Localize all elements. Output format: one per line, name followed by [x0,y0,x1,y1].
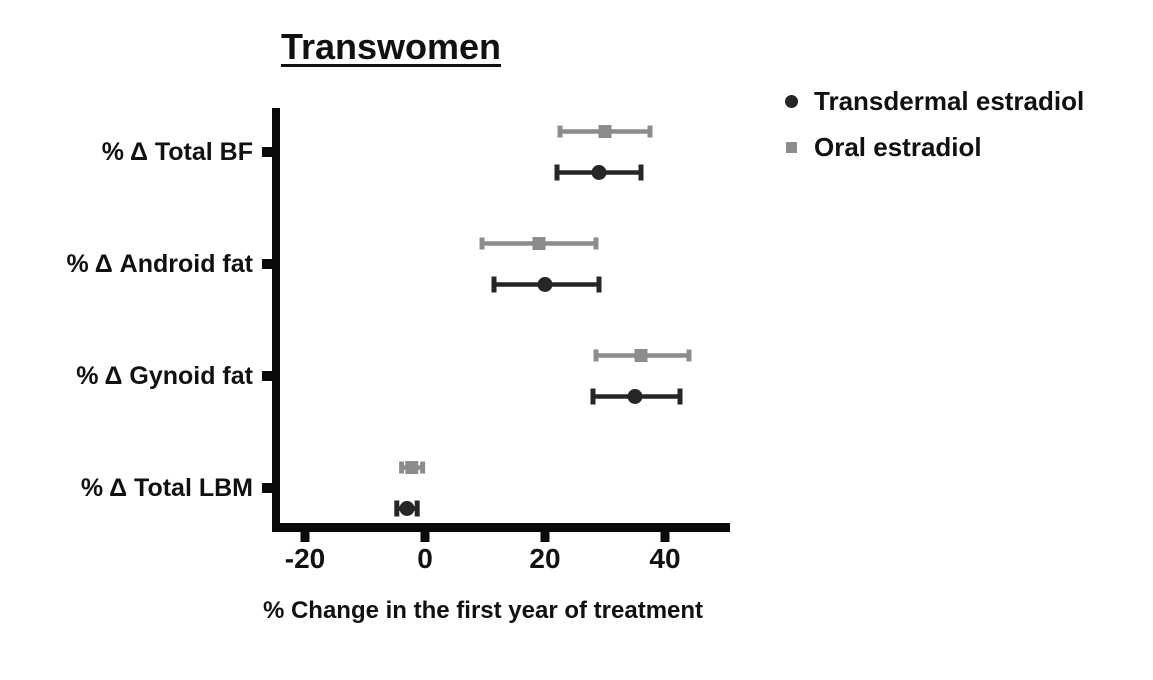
data-point-marker [634,349,648,362]
data-point-marker [537,277,553,292]
data-point-marker [532,237,546,250]
data-point-marker [598,125,612,138]
data-point-marker [591,165,607,180]
legend-marker-box [783,94,799,108]
y-category-label: % Δ Total LBM [80,474,253,502]
x-axis-title: % Change in the first year of treatment [262,597,704,624]
x-tick-label: 0 [417,543,433,574]
circle-icon [784,94,798,108]
x-tick-label: -20 [284,543,326,574]
legend-item-oral: Oral estradiol [783,131,1084,162]
y-category-label: % Δ Total BF [101,138,253,166]
x-tick-label: 20 [529,543,561,574]
data-point-marker [627,389,643,404]
data-point-marker [405,461,419,474]
legend-marker-box [783,141,799,153]
legend-item-transdermal: Transdermal estradiol [783,85,1085,116]
y-category-label: % Δ Gynoid fat [76,362,253,390]
legend-label: Oral estradiol [814,131,982,162]
square-icon [785,141,797,153]
legend: Transdermal estradiol Oral estradiol [783,85,1085,162]
chart-title: Transwomen [280,26,502,67]
legend-label: Transdermal estradiol [814,85,1085,116]
x-tick-label: 40 [649,543,681,574]
y-category-label: % Δ Android fat [66,250,253,278]
data-point-marker [399,501,415,516]
